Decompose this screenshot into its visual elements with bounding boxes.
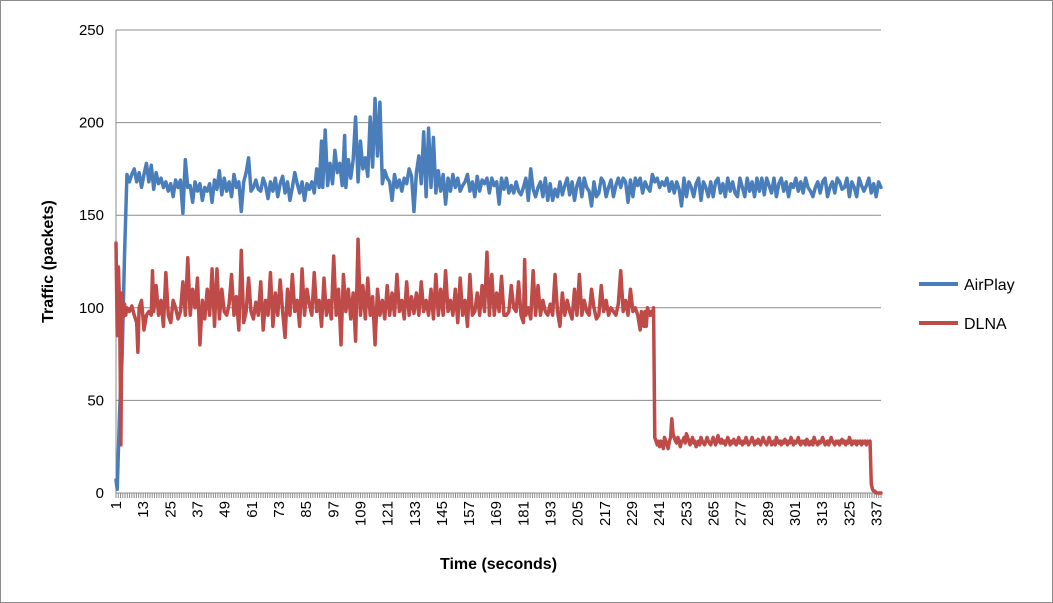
- series-line-airplay: [114, 96, 883, 492]
- x-tick-label: 277: [733, 501, 750, 526]
- x-tick-label: 169: [488, 501, 505, 526]
- x-tick-label: 313: [814, 501, 831, 526]
- x-tick-label: 205: [570, 501, 587, 526]
- legend-label-dlna: DLNA: [964, 316, 1007, 333]
- x-tick-label: 301: [787, 501, 804, 526]
- x-tick-label: 217: [597, 501, 614, 526]
- x-tick-label: 325: [841, 501, 858, 526]
- x-tick-label: 109: [352, 501, 369, 526]
- y-axis-title: Traffic (packets): [40, 200, 57, 323]
- y-tick-label: 250: [79, 22, 104, 39]
- x-tick-label: 145: [434, 501, 451, 526]
- y-tick-label: 150: [79, 207, 104, 224]
- x-tick-label: 37: [189, 501, 206, 518]
- x-tick-label: 337: [868, 501, 885, 526]
- x-tick-label: 49: [217, 501, 234, 518]
- x-axis: 1 13 25 37 49 61 73 85 97 109 121 133 145 157 169 181 19…: [108, 30, 885, 526]
- y-tick-label: 100: [79, 300, 104, 317]
- x-axis-ticks: [115, 493, 882, 498]
- x-tick-label: 289: [760, 501, 777, 526]
- legend: AirPlay DLNA: [919, 277, 1015, 333]
- x-tick-label: 97: [325, 501, 342, 518]
- x-tick-label: 73: [271, 501, 288, 518]
- x-axis-title: Time (seconds): [440, 556, 557, 573]
- x-tick-label: 181: [515, 501, 532, 526]
- x-tick-label: 133: [407, 501, 424, 526]
- legend-label-airplay: AirPlay: [964, 277, 1015, 294]
- gridlines: [116, 29, 881, 401]
- y-tick-labels: 0 50 100 150 200 250: [79, 22, 104, 502]
- x-tick-label: 1: [108, 501, 125, 509]
- x-tick-label: 85: [298, 501, 315, 518]
- series-line-dlna: [114, 237, 883, 495]
- x-tick-label: 229: [624, 501, 641, 526]
- series-lines: [114, 96, 883, 495]
- x-tick-label: 241: [651, 501, 668, 526]
- x-tick-label: 253: [678, 501, 695, 526]
- x-tick-label: 157: [461, 501, 478, 526]
- y-tick-label: 0: [96, 485, 104, 502]
- y-tick-label: 50: [87, 392, 104, 409]
- y-tick-label: 200: [79, 115, 104, 132]
- x-tick-label: 121: [380, 501, 397, 526]
- x-tick-label: 193: [543, 501, 560, 526]
- x-tick-label: 25: [162, 501, 179, 518]
- x-tick-label: 61: [244, 501, 261, 518]
- x-tick-label: 265: [706, 501, 723, 526]
- x-tick-label: 13: [135, 501, 152, 518]
